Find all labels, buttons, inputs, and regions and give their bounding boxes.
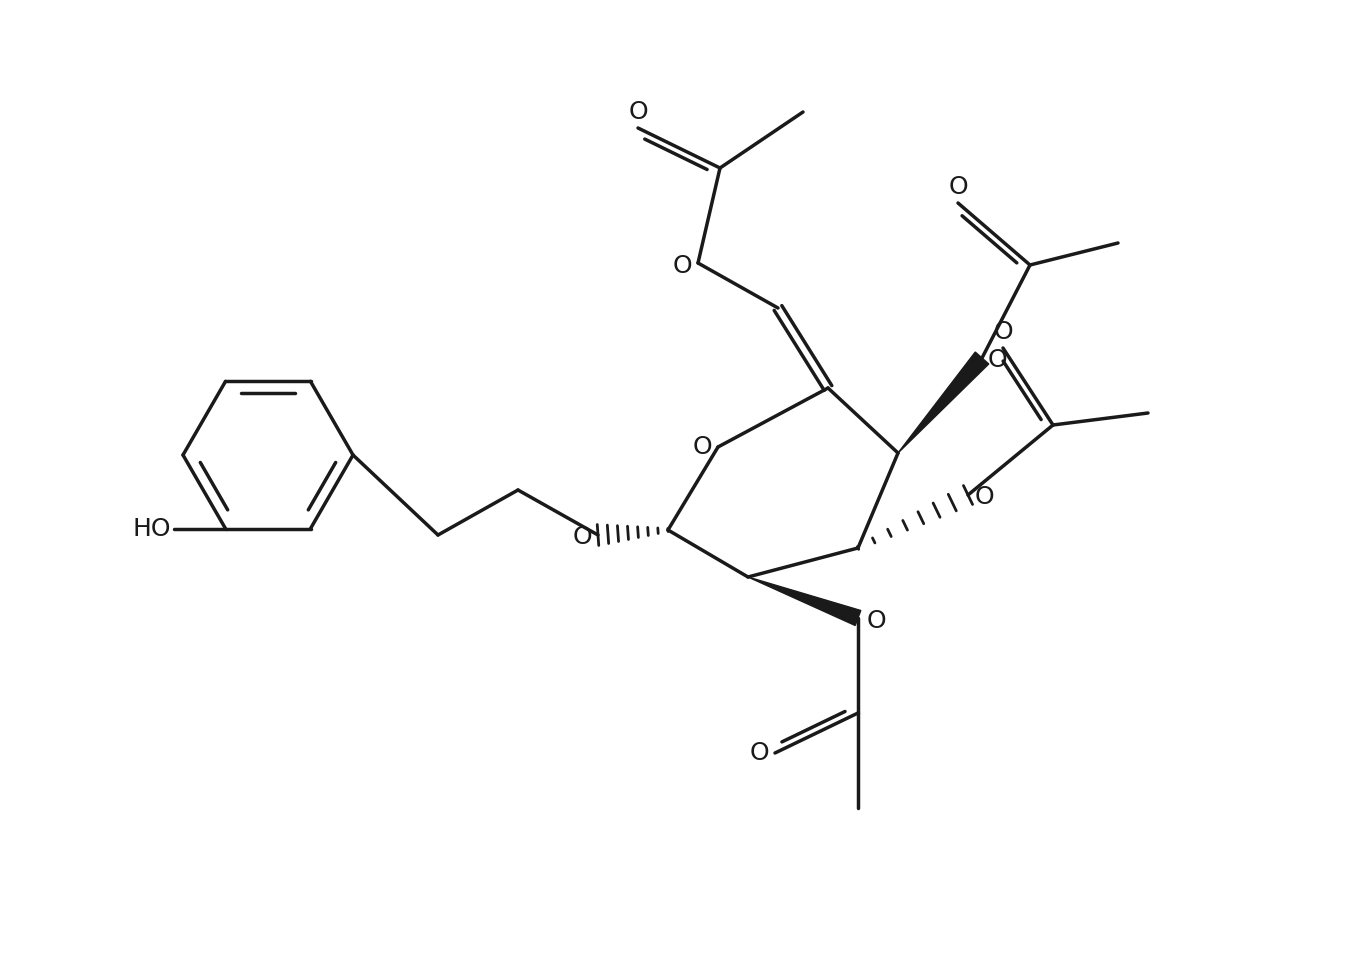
Text: O: O — [975, 485, 994, 509]
Text: O: O — [750, 741, 769, 765]
Text: HO: HO — [132, 517, 170, 541]
Text: O: O — [572, 525, 592, 549]
Polygon shape — [748, 577, 861, 626]
Text: O: O — [672, 254, 692, 278]
Text: O: O — [867, 609, 886, 633]
Text: O: O — [628, 100, 647, 124]
Text: O: O — [692, 435, 711, 459]
Text: O: O — [949, 175, 968, 199]
Text: O: O — [994, 320, 1013, 344]
Text: O: O — [987, 348, 1007, 372]
Polygon shape — [898, 352, 988, 453]
